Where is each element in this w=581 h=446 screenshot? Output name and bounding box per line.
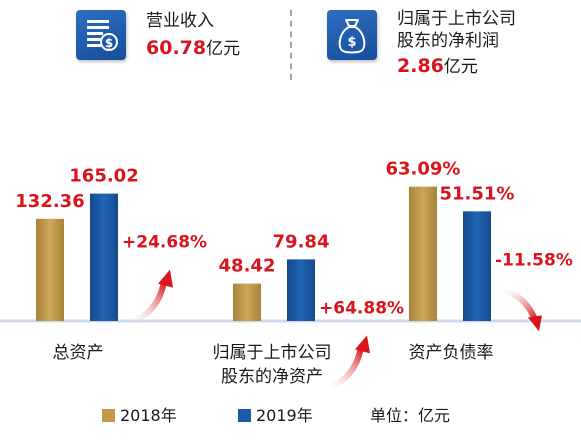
trend-arrow-up-0 [125, 278, 167, 327]
document-dollar-icon: $ [76, 10, 126, 60]
trend-arrowhead-2 [528, 315, 542, 332]
kpi-net-profit-value: 2.86亿元 [397, 55, 478, 77]
kpi-divider [290, 10, 292, 80]
bar-2018-0 [36, 218, 64, 321]
money-bag-icon: $ [327, 10, 377, 60]
kpi-net-profit-label-line2: 股东的净利润 [397, 31, 499, 51]
category-label-0-0: 总资产 [53, 343, 104, 363]
change-label-1: +64.88% [319, 298, 404, 318]
change-label-2: -11.58% [495, 250, 573, 270]
legend-swatch-2019 [238, 409, 251, 422]
trend-arrowhead-1 [355, 335, 370, 354]
svg-text:$: $ [105, 36, 113, 50]
data-label-2018-2: 63.09% [386, 159, 461, 180]
legend-item-2018: 2018年 [102, 402, 177, 426]
legend-item-2019: 2019年 [238, 402, 313, 426]
data-label-2019-0: 165.02 [69, 166, 138, 187]
bar-2019-0 [90, 193, 118, 321]
data-label-2018-0: 132.36 [15, 191, 84, 212]
kpi-net-profit-label-line1: 归属于上市公司 [397, 9, 516, 29]
data-label-2018-1: 48.42 [219, 256, 276, 277]
legend-label-2018: 2018年 [120, 406, 177, 425]
bar-2019-1 [287, 259, 315, 321]
legend-swatch-2018 [102, 409, 115, 422]
legend-label-2019: 2019年 [256, 406, 313, 425]
data-label-2019-1: 79.84 [273, 231, 330, 252]
trend-arrowhead-0 [158, 269, 173, 288]
data-label-2019-2: 51.51% [440, 183, 515, 204]
category-label-1-0: 归属于上市公司 [213, 343, 332, 363]
svg-text:$: $ [347, 35, 356, 50]
bar-2018-2 [409, 186, 437, 321]
unit-label: 单位：亿元 [370, 406, 451, 425]
bar-2019-2 [463, 211, 491, 321]
trend-arrow-down-2 [492, 286, 538, 323]
kpi-revenue-label: 营业收入 [146, 11, 214, 31]
change-label-0: +24.68% [122, 233, 207, 253]
category-label-1-1: 股东的净资产 [221, 367, 323, 387]
kpi-revenue-value: 60.78亿元 [146, 37, 241, 59]
bar-2018-1 [233, 283, 261, 321]
trend-arrow-up-1 [322, 344, 364, 393]
category-label-2-0: 资产负债率 [409, 343, 494, 363]
